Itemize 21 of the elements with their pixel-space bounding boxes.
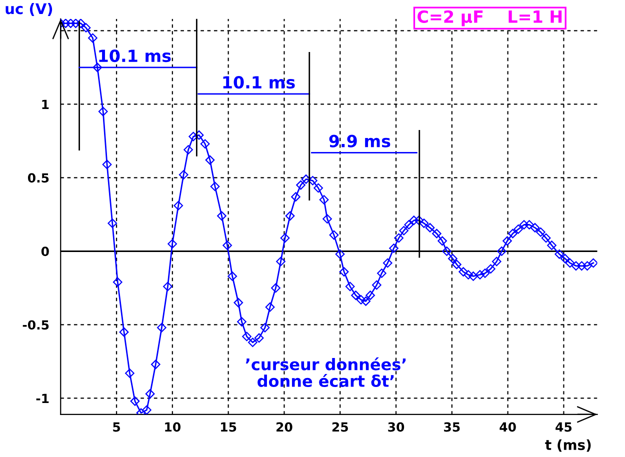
x-tick-label: 20 (276, 422, 292, 432)
annotation: 9.9 ms (329, 134, 390, 148)
x-tick-label: 45 (556, 422, 572, 432)
x-tick-label: 30 (388, 422, 404, 432)
annotation: ’curseur données’ donne écart δt’ (246, 357, 406, 388)
annotation: C=2 µF L=1 H (418, 10, 562, 26)
y-tick-label: -1 (36, 394, 49, 403)
x-tick-label: 35 (444, 422, 460, 432)
y-tick-label: 0.5 (28, 173, 49, 183)
x-axis-title: t (ms) (545, 439, 591, 452)
y-tick-label: 0 (41, 246, 49, 256)
x-tick-label: 10 (165, 422, 181, 432)
x-tick-label: 5 (113, 422, 120, 432)
y-tick-label: 1 (42, 100, 49, 109)
x-tick-label: 40 (500, 422, 516, 432)
annotation: 10.1 ms (223, 76, 295, 89)
annotation: 10.1 ms (99, 50, 171, 62)
x-tick-label: 15 (221, 422, 236, 432)
y-tick-label: -0.5 (22, 320, 49, 330)
x-tick-label: 25 (332, 422, 348, 432)
y-axis-title: uc (V) (6, 2, 52, 16)
